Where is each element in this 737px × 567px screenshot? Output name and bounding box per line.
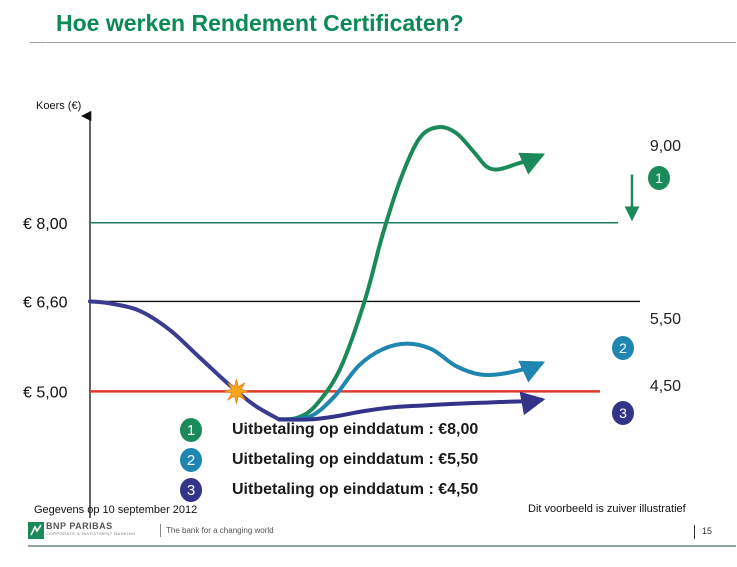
scenario-badge-label-3: 3: [619, 405, 627, 421]
payout-badge-1: 1: [180, 418, 202, 442]
payout-row-3: 3 Uitbetaling op einddatum : €4,50: [180, 477, 478, 503]
scenario-path-3: [277, 391, 546, 422]
scenario-badge-label-2: 2: [619, 340, 627, 356]
footer-rule: [28, 545, 736, 547]
scenario-badge-1: [648, 166, 670, 190]
payout-text-1: Uitbetaling op einddatum : €8,00: [232, 421, 479, 438]
initial-price-path: [88, 299, 282, 422]
tagline-divider: [160, 524, 161, 537]
scenario-badge-label-1: 1: [655, 170, 663, 186]
scenario-badge-3: [612, 401, 634, 425]
level-label-1: € 8,00: [23, 216, 68, 233]
payout-text-2: Uitbetaling op einddatum : €5,50: [232, 451, 479, 468]
page-number: 15: [702, 526, 713, 536]
barrier-hit-star-icon: [224, 379, 249, 405]
level-label-3: € 5,00: [23, 384, 68, 401]
y-axis-label: Koers (€): [36, 100, 81, 112]
scenario-end-label-2: 5,50: [650, 311, 681, 328]
scenario-badge-2: [612, 336, 634, 360]
payout-row-1: 1 Uitbetaling op einddatum : €8,00: [180, 417, 478, 443]
scenario-path-1: [277, 125, 546, 422]
brand-tagline: The bank for a changing world: [166, 526, 274, 535]
payout-row-2: 2 Uitbetaling op einddatum : €5,50: [180, 447, 478, 473]
level-label-2: € 6,60: [23, 294, 68, 311]
scenario-end-label-1: 9,00: [650, 138, 681, 155]
scenario-path-2: [277, 341, 546, 422]
payout-badge-3: 3: [180, 478, 202, 502]
slide-title: Hoe werken Rendement Certificaten?: [56, 10, 464, 36]
brand-subtitle: CORPORATE & INVESTMENT BANKING: [46, 531, 136, 536]
payout-badge-2: 2: [180, 448, 202, 472]
data-date-note: Gegevens op 10 september 2012: [34, 504, 198, 516]
bnp-logo-icon: [28, 522, 44, 539]
title-rule: [46, 42, 736, 43]
scenario-end-label-3: 4,50: [650, 378, 681, 395]
page-divider: [694, 525, 695, 539]
payout-text-3: Uitbetaling op einddatum : €4,50: [232, 481, 479, 498]
brand-name: BNP PARIBAS: [46, 521, 113, 531]
illustrative-disclaimer: Dit voorbeeld is zuiver illustratief: [528, 503, 686, 515]
